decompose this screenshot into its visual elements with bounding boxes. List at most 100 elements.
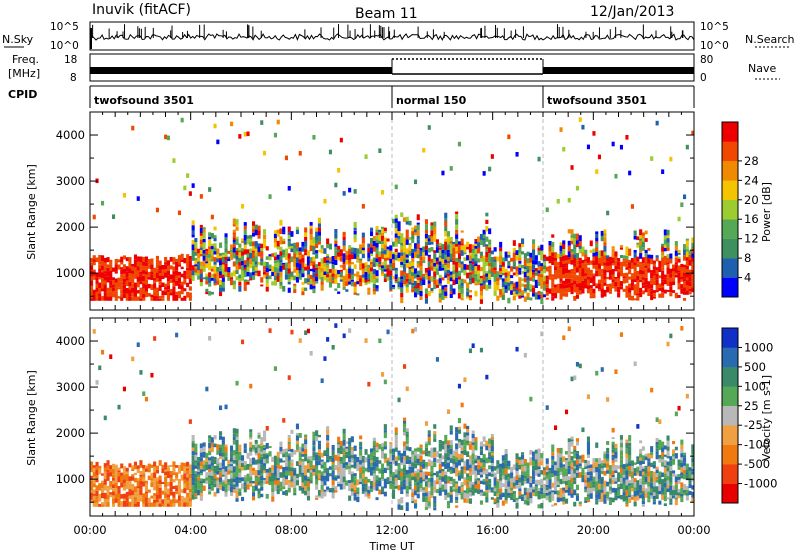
scatter-cell: [471, 277, 475, 284]
freq-tick-bottom: 8: [70, 72, 77, 84]
scatter-cell: [408, 281, 412, 285]
scatter-cell: [342, 262, 346, 265]
scatter-cell: [367, 273, 371, 280]
scatter-cell: [230, 244, 234, 250]
scatter-cell: [457, 491, 461, 493]
scatter-cell: [466, 246, 470, 250]
scatter-cell: [186, 480, 190, 487]
scatter-cell: [197, 248, 201, 254]
scatter-cell: [633, 265, 637, 272]
scatter-cell: [188, 483, 192, 489]
scatter-cell: [147, 497, 151, 503]
scatter-cell: [219, 271, 223, 275]
scatter-cell: [471, 274, 475, 278]
scatter-cell: [496, 488, 500, 494]
scatter-cell: [617, 258, 621, 262]
scatter-cell: [493, 261, 497, 268]
scatter-cell: [106, 469, 110, 473]
scatter-cell: [567, 476, 571, 480]
scatter-cell: [438, 480, 442, 483]
scatter-cell: [597, 463, 601, 469]
scatter-cell: [150, 284, 154, 290]
scatter-cell: [122, 493, 126, 499]
scatter-cell: [540, 453, 544, 459]
scatter-cell: [122, 278, 126, 283]
scatter-cell: [460, 245, 464, 251]
scatter-cell: [150, 372, 154, 378]
scatter-cell: [279, 219, 283, 226]
scatter-cell: [273, 486, 277, 492]
scatter-cell: [392, 489, 396, 495]
scatter-cell: [584, 482, 588, 487]
scatter-cell: [372, 291, 376, 295]
scatter-cell: [482, 454, 486, 460]
scatter-cell: [271, 481, 275, 486]
scatter-cell: [515, 294, 519, 297]
scatter-cell: [630, 258, 634, 263]
scatter-cell: [339, 456, 343, 462]
scatter-cell: [273, 238, 277, 243]
scatter-cell: [427, 459, 431, 463]
scatter-cell: [554, 287, 558, 293]
scatter-cell: [543, 275, 547, 282]
colorbar-tick-label: 20: [744, 193, 759, 207]
scatter-cell: [164, 257, 168, 263]
scatter-cell: [287, 449, 291, 452]
scatter-cell: [386, 457, 390, 461]
scatter-cell: [191, 230, 195, 235]
scatter-cell: [90, 262, 94, 266]
scatter-cell: [537, 261, 541, 267]
scatter-cell: [117, 470, 121, 473]
scatter-cell: [359, 278, 363, 283]
scatter-cell: [529, 457, 533, 462]
scatter-cell: [213, 491, 217, 497]
scatter-cell: [345, 448, 349, 452]
scatter-cell: [416, 235, 420, 240]
scatter-cell: [628, 442, 632, 447]
scatter-cell: [644, 238, 648, 242]
scatter-cell: [293, 253, 297, 259]
scatter-cell: [394, 436, 398, 440]
scatter-cell: [166, 497, 170, 501]
scatter-cell: [562, 480, 566, 484]
scatter-cell: [139, 460, 143, 466]
scatter-cell: [103, 276, 107, 281]
scatter-cell: [372, 274, 376, 280]
scatter-cell: [405, 437, 409, 441]
scatter-cell: [133, 273, 137, 279]
scatter-cell: [320, 271, 324, 277]
scatter-cell: [232, 232, 236, 236]
scatter-cell: [90, 258, 94, 263]
scatter-cell: [584, 500, 588, 503]
scatter-cell: [175, 270, 179, 276]
scatter-cell: [260, 277, 264, 283]
scatter-cell: [482, 467, 486, 471]
scatter-cell: [230, 252, 234, 258]
scatter-cell: [350, 436, 354, 443]
scatter-cell: [268, 254, 272, 257]
scatter-cell: [600, 288, 604, 294]
scatter-cell: [279, 251, 283, 256]
scatter-cell: [485, 492, 489, 497]
scatter-cell: [378, 148, 382, 153]
scatter-cell: [636, 261, 640, 264]
scatter-cell: [337, 252, 341, 257]
scatter-cell: [460, 482, 464, 485]
scatter-cell: [112, 463, 116, 469]
scatter-cell: [608, 256, 612, 261]
scatter-cell: [452, 450, 456, 456]
scatter-cell: [625, 263, 629, 268]
scatter-cell: [562, 253, 566, 256]
scatter-cell: [317, 490, 321, 496]
scatter-cell: [219, 242, 223, 248]
scatter-cell: [279, 487, 283, 492]
scatter-cell: [227, 466, 231, 471]
scatter-cell: [496, 460, 500, 465]
scatter-cell: [570, 249, 574, 252]
scatter-cell: [133, 267, 137, 274]
scatter-cell: [219, 258, 223, 261]
scatter-cell: [348, 273, 352, 279]
scatter-cell: [575, 258, 579, 261]
scatter-cell: [414, 232, 418, 236]
scatter-cell: [452, 478, 456, 483]
